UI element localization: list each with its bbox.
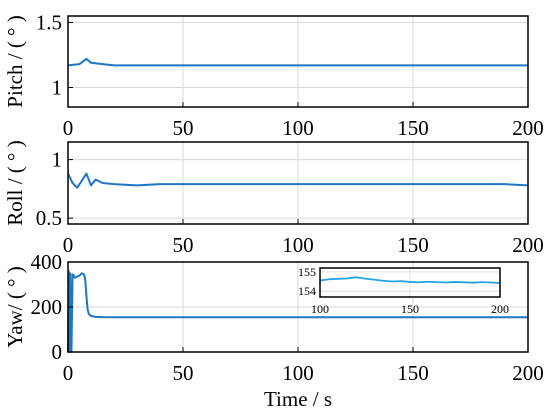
x-tick-label: 150 <box>397 361 429 385</box>
series-line <box>67 270 528 353</box>
x-tick-label: 150 <box>397 116 429 140</box>
y-tick-label: 0 <box>52 340 63 364</box>
x-tick-label: 200 <box>512 116 544 140</box>
x-tick-label: 0 <box>63 233 74 257</box>
inset-series-line <box>319 276 501 284</box>
y-axis-title: Yaw/ ( ° ) <box>3 266 27 348</box>
y-tick-label: 200 <box>31 295 63 319</box>
x-tick-label: 0 <box>63 116 74 140</box>
x-tick-label: 200 <box>512 361 544 385</box>
x-tick-label: 0 <box>63 361 74 385</box>
y-tick-label: 1.5 <box>36 11 62 35</box>
x-tick-label: 100 <box>282 361 314 385</box>
inset-x-tick-label: 150 <box>401 302 419 316</box>
x-tick-label: 200 <box>512 233 544 257</box>
y-tick-label: 1 <box>52 76 63 100</box>
y-axis-title: Roll / ( ° ) <box>3 140 27 225</box>
inset-x-tick-label: 200 <box>491 302 509 316</box>
y-tick-label: 400 <box>31 250 63 274</box>
roll-panel: 0 50 100 150 200 0.5 1 Roll / ( ° ) <box>3 140 544 257</box>
y-axis-title: Pitch / ( ° ) <box>3 15 27 107</box>
inset-x-tick-label: 100 <box>311 302 329 316</box>
yaw-inset-panel: 100 150 200 154 155 <box>298 265 509 316</box>
x-tick-label: 50 <box>173 233 194 257</box>
y-tick-label: 0.5 <box>36 206 62 230</box>
x-tick-label: 50 <box>173 361 194 385</box>
x-tick-label: 50 <box>173 116 194 140</box>
x-tick-label: 100 <box>282 233 314 257</box>
inset-y-tick-label: 154 <box>298 284 316 298</box>
x-tick-label: 150 <box>397 233 429 257</box>
inset-y-tick-label: 155 <box>298 265 316 279</box>
y-tick-label: 1 <box>52 148 63 172</box>
series-line <box>67 57 528 67</box>
series-line <box>67 172 529 189</box>
inset-frame <box>319 267 501 298</box>
x-tick-label: 100 <box>282 116 314 140</box>
pitch-panel: 0 50 100 150 200 1 1.5 Pitch / ( ° ) <box>3 11 544 141</box>
x-axis-title: Time / s <box>264 387 332 411</box>
